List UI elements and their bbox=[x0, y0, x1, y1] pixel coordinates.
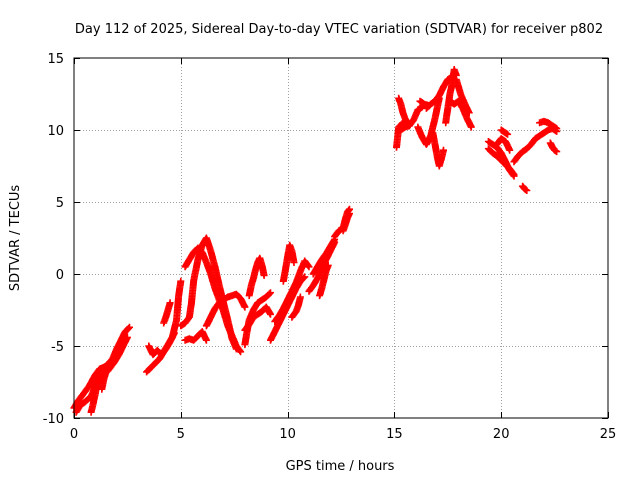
plot-frame bbox=[73, 57, 609, 419]
data-point bbox=[304, 262, 312, 270]
x-axis-label: GPS time / hours bbox=[286, 459, 395, 474]
data-point bbox=[96, 368, 104, 376]
data-point bbox=[440, 146, 447, 154]
data-point bbox=[265, 290, 273, 298]
data-point bbox=[305, 263, 313, 271]
data-point bbox=[123, 333, 131, 341]
data-point bbox=[324, 261, 332, 269]
data-point bbox=[467, 123, 475, 131]
data-point bbox=[296, 293, 304, 301]
data-point bbox=[237, 348, 245, 356]
grid-lines bbox=[74, 58, 608, 418]
data-point bbox=[553, 148, 561, 156]
data-point bbox=[510, 171, 518, 179]
data-point bbox=[177, 277, 185, 285]
data-point bbox=[290, 259, 298, 266]
chart-title: Day 112 of 2025, Sidereal Day-to-day VTE… bbox=[75, 22, 603, 37]
y-axis-label: SDTVAR / TECUs bbox=[8, 185, 23, 292]
data-point bbox=[465, 109, 473, 117]
data-point bbox=[126, 323, 133, 331]
y-tick-label: 10 bbox=[47, 124, 64, 139]
y-tick-label: -5 bbox=[51, 340, 64, 355]
x-tick-label: 10 bbox=[279, 427, 296, 442]
data-point bbox=[166, 299, 174, 307]
data-point bbox=[125, 324, 132, 332]
data-point bbox=[170, 329, 178, 337]
x-tick-label: 20 bbox=[493, 427, 510, 442]
data-point bbox=[523, 187, 531, 194]
data-point bbox=[267, 310, 274, 318]
x-tick-label: 15 bbox=[386, 427, 403, 442]
x-tick-label: 5 bbox=[177, 427, 185, 442]
data-point bbox=[300, 274, 308, 282]
y-tick-label: 15 bbox=[47, 52, 64, 67]
y-tick-label: -10 bbox=[43, 412, 64, 427]
x-tick-label: 0 bbox=[70, 427, 78, 442]
data-point bbox=[202, 336, 210, 344]
data-point bbox=[553, 125, 561, 133]
data-point bbox=[104, 362, 112, 370]
data-point bbox=[241, 303, 249, 311]
data-point bbox=[506, 146, 514, 154]
data-point bbox=[260, 271, 268, 279]
data-points bbox=[70, 66, 561, 416]
x-tick-label: 25 bbox=[600, 427, 617, 442]
data-point bbox=[504, 130, 512, 138]
data-point bbox=[346, 210, 353, 217]
y-tick-label: 0 bbox=[56, 268, 64, 283]
data-point bbox=[425, 102, 433, 109]
data-point bbox=[301, 273, 309, 281]
data-point bbox=[267, 289, 274, 297]
y-tick-label: 5 bbox=[56, 196, 64, 211]
